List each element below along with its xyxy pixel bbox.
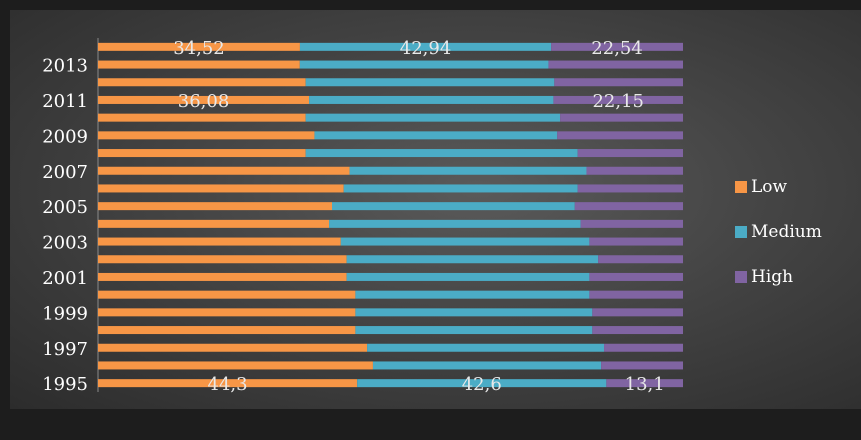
bar-low-1995: [98, 379, 358, 388]
y-tick-label-2005: 2005: [42, 197, 88, 218]
data-label-medium-2014: 42,94: [400, 38, 452, 59]
bar-medium-2012: [305, 78, 555, 87]
bar-high-2008: [577, 149, 683, 158]
bar-high-2003: [589, 237, 683, 246]
bar-medium-2003: [340, 237, 590, 246]
bar-high-2012: [554, 78, 683, 87]
bar-medium-2007: [349, 166, 587, 175]
bar-low-1996: [98, 361, 373, 370]
bar-low-2008: [98, 149, 306, 158]
bar-low-2007: [98, 166, 350, 175]
bar-high-1998: [592, 326, 683, 335]
bar-medium-2005: [332, 202, 575, 211]
bar-high-2009: [557, 131, 683, 140]
bar-low-2009: [98, 131, 315, 140]
legend-swatch-low: [735, 181, 747, 193]
bar-high-2001: [589, 272, 683, 281]
bar-high-2010: [560, 113, 683, 122]
bar-high-2011: [553, 95, 683, 104]
data-label-low-2011: 36,08: [178, 91, 230, 112]
bar-high-1999: [592, 308, 683, 317]
legend-label-low: Low: [751, 177, 788, 197]
data-label-high-2014: 22,54: [591, 38, 643, 59]
legend-swatch-high: [735, 271, 747, 283]
y-tick-label-1997: 1997: [42, 339, 88, 360]
bar-medium-1996: [372, 361, 602, 370]
bar-high-1995: [606, 379, 683, 388]
bar-high-2006: [577, 184, 683, 193]
bar-high-2000: [589, 290, 683, 299]
y-tick-label-2013: 2013: [42, 56, 88, 77]
bar-high-2013: [548, 60, 683, 69]
bar-medium-2006: [343, 184, 578, 193]
y-tick-label-2007: 2007: [42, 162, 88, 183]
y-tick-label-2011: 2011: [42, 91, 88, 112]
bar-medium-2009: [314, 131, 558, 140]
bar-medium-1995: [357, 379, 607, 388]
bar-low-1999: [98, 308, 356, 317]
bar-low-1997: [98, 343, 368, 352]
bar-high-1996: [601, 361, 683, 370]
bar-medium-2011: [309, 95, 554, 104]
data-label-high-1995: 13,1: [625, 374, 665, 395]
stacked-bar-chart: 1995 1997 1999 2001 2003 2005 2007 2009 2011 2013…: [42, 38, 822, 395]
y-tick-label-2001: 2001: [42, 268, 88, 289]
bar-low-2005: [98, 202, 332, 211]
bar-high-2007: [586, 166, 683, 175]
bar-medium-2004: [329, 219, 581, 228]
data-label-high-2011: 22,15: [592, 91, 644, 112]
bar-medium-2002: [346, 255, 599, 264]
y-tick-label-2009: 2009: [42, 126, 88, 147]
bar-high-2014: [551, 42, 683, 51]
bar-low-2006: [98, 184, 344, 193]
data-label-medium-1995: 42,6: [462, 374, 502, 395]
bar-medium-1999: [355, 308, 593, 317]
y-tick-label-2003: 2003: [42, 233, 88, 254]
bar-low-2010: [98, 113, 306, 122]
bar-low-2003: [98, 237, 341, 246]
y-tick-label-1999: 1999: [42, 303, 88, 324]
bar-low-2014: [98, 42, 300, 51]
bar-high-2002: [598, 255, 683, 264]
bar-medium-2013: [299, 60, 549, 69]
bar-medium-2001: [346, 272, 590, 281]
y-tick-label-1995: 1995: [42, 374, 88, 395]
bar-high-2004: [580, 219, 683, 228]
bar-medium-2014: [299, 42, 552, 51]
bar-low-2000: [98, 290, 356, 299]
bar-low-2002: [98, 255, 347, 264]
bar-high-1997: [604, 343, 683, 352]
bar-medium-2008: [305, 149, 578, 158]
bar-medium-1997: [367, 343, 605, 352]
bar-medium-2000: [355, 290, 590, 299]
bar-medium-2010: [305, 113, 561, 122]
bar-medium-1998: [355, 326, 593, 335]
bar-low-2012: [98, 78, 306, 87]
bar-low-2001: [98, 272, 347, 281]
legend-label-medium: Medium: [751, 222, 822, 242]
bar-low-2011: [98, 95, 310, 104]
data-label-low-1995: 44,3: [208, 374, 248, 395]
data-label-low-2014: 34,52: [173, 38, 225, 59]
bar-low-2013: [98, 60, 300, 69]
bar-high-2005: [574, 202, 683, 211]
chart-area: 1995 1997 1999 2001 2003 2005 2007 2009 2011 2013…: [10, 10, 861, 409]
bar-low-1998: [98, 326, 356, 335]
legend-swatch-medium: [735, 226, 747, 238]
legend-label-high: High: [751, 267, 793, 287]
bar-low-2004: [98, 219, 330, 228]
